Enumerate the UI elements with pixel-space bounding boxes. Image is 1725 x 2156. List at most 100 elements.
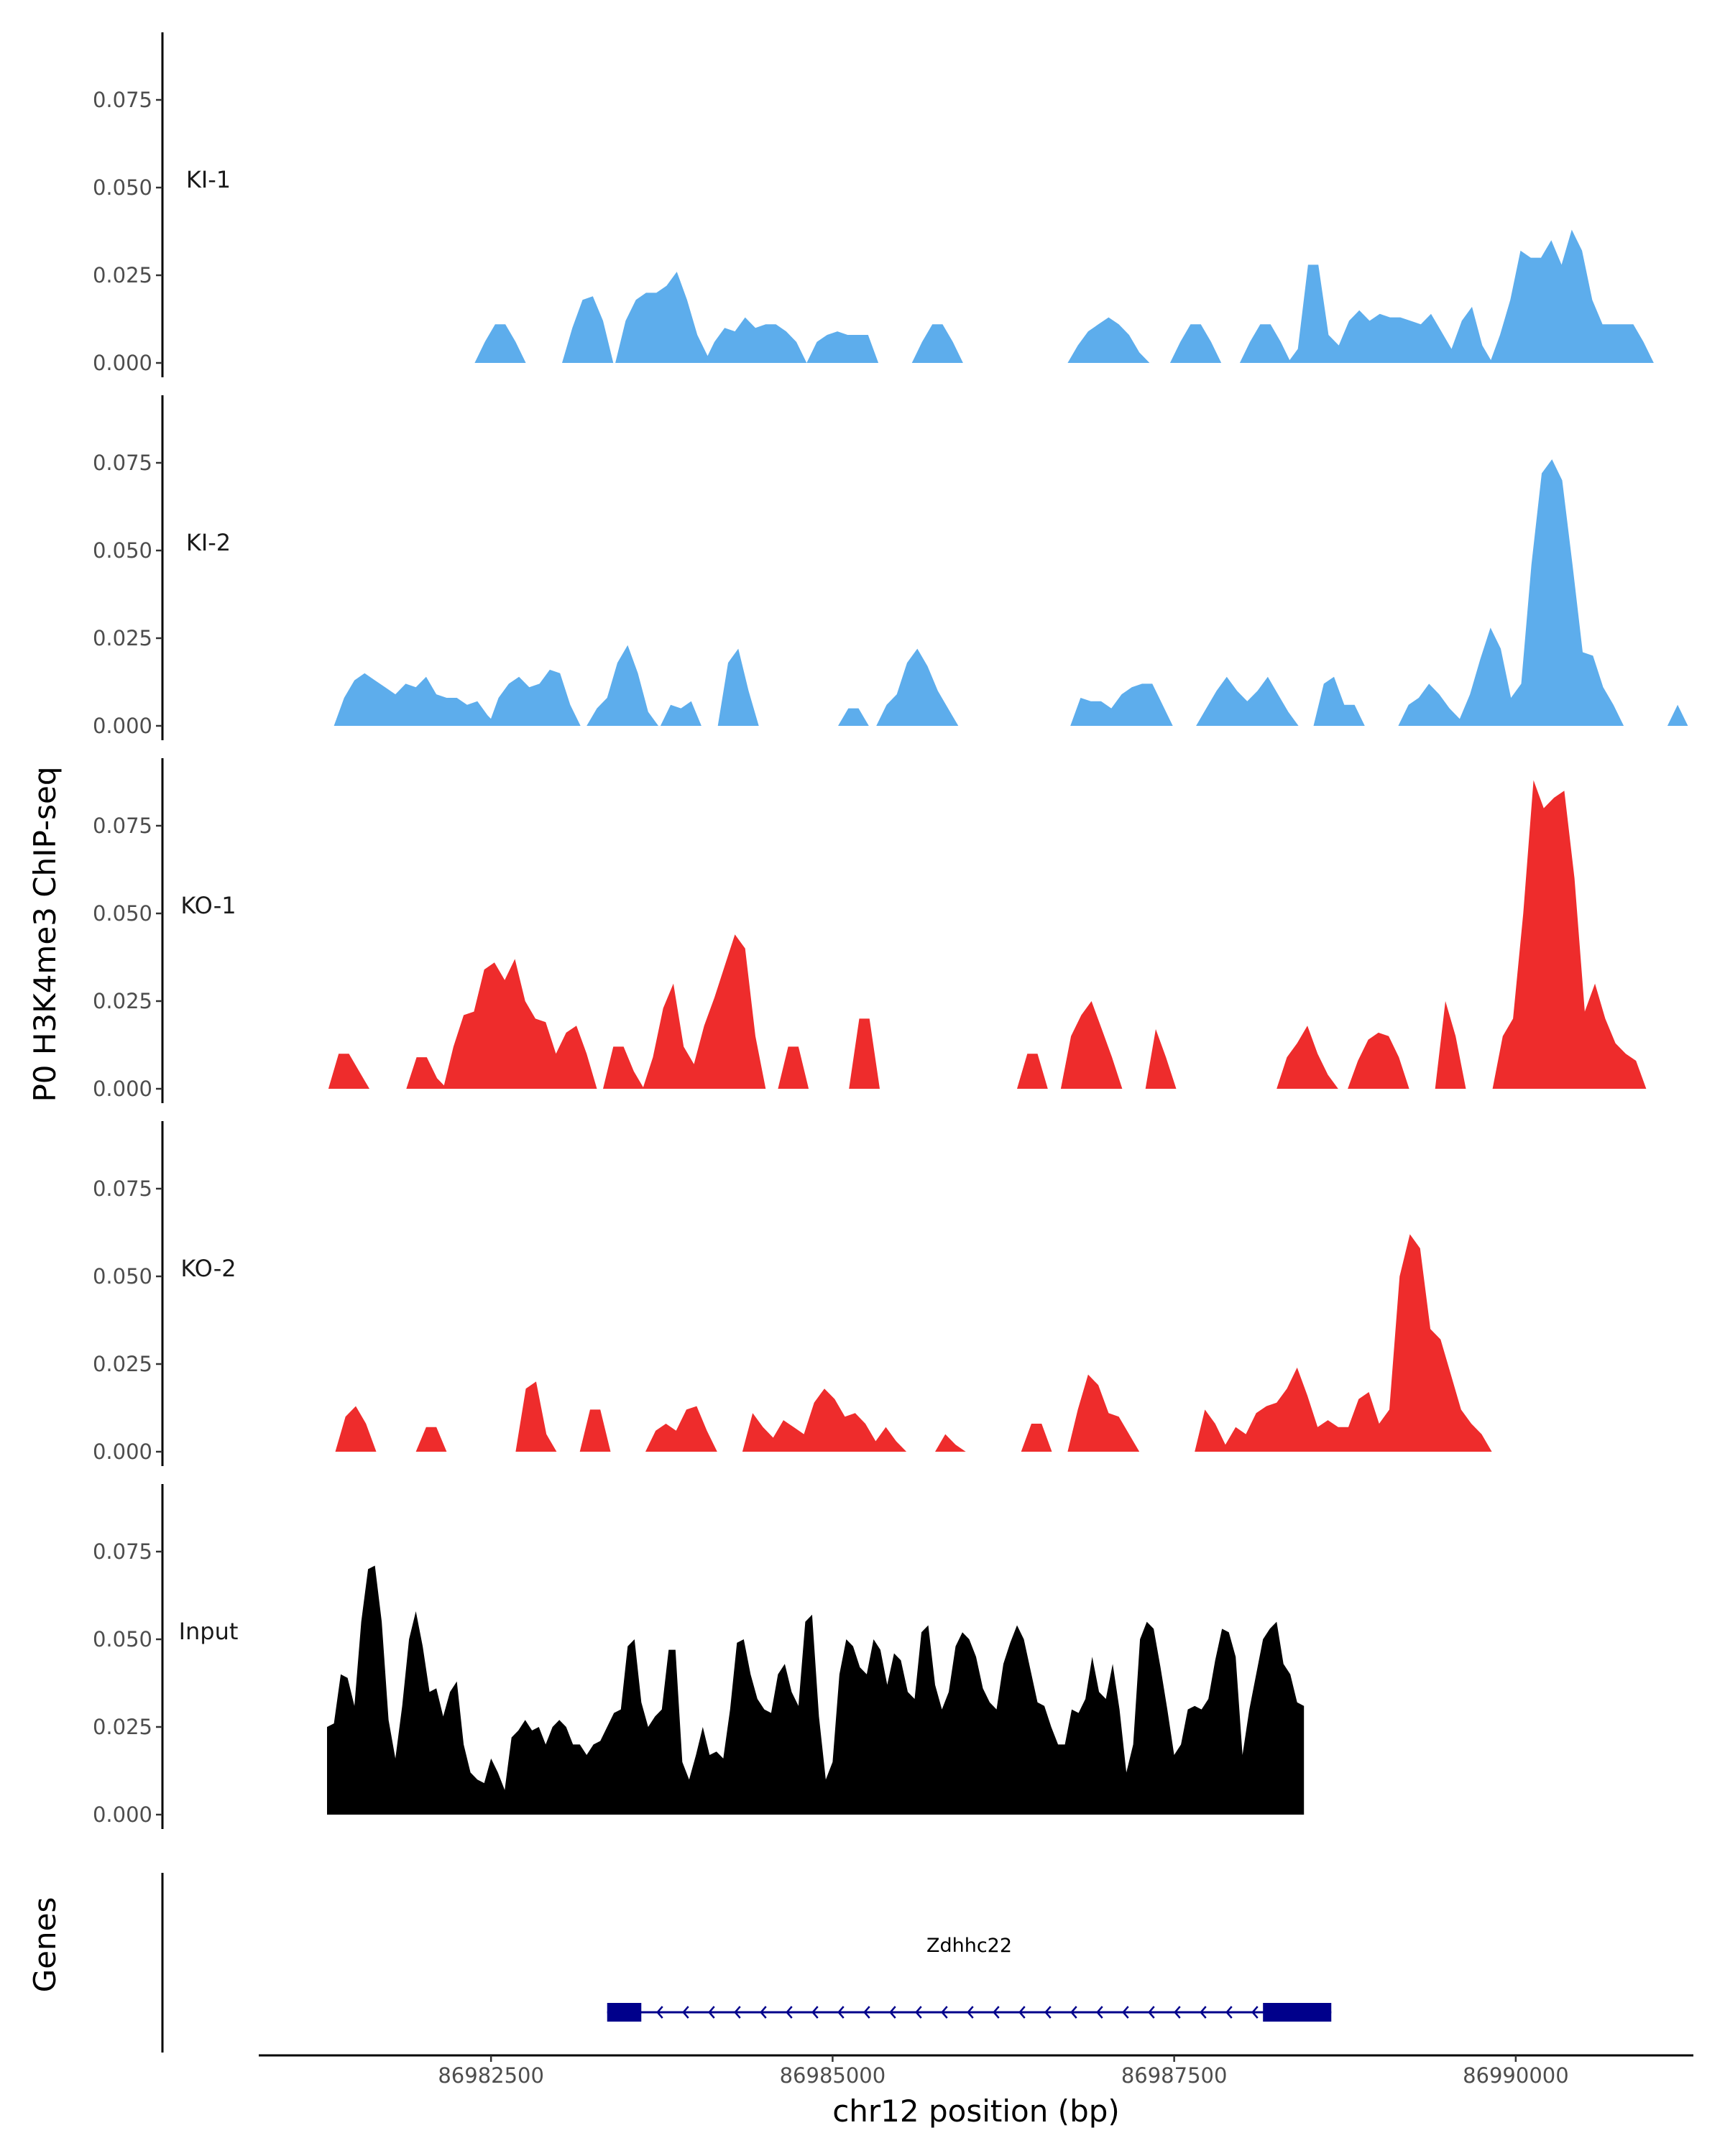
strand-arrow-marker [941,2006,948,2019]
signal-area-ko-2 [1195,1234,1492,1452]
y-tick-label: 0.025 [93,263,152,287]
strand-arrow-marker [1122,2006,1129,2019]
strand-arrow-marker [708,2006,715,2019]
strand-arrow-marker [656,2006,663,2019]
signal-area-ki-2 [586,645,658,726]
signal-area-ki-1 [1169,324,1222,363]
track-ko-2: 0.000 0.025 0.050 0.075 KO-2 [93,1121,1492,1466]
y-tick-label: 0.050 [93,175,152,200]
signal-area-ko-2 [579,1409,611,1452]
y-tick-label: 0.025 [93,626,152,650]
strand-arrow-marker [967,2006,974,2019]
signal-area-ko-2 [645,1406,717,1452]
y-axis-title: P0 H3K4me3 ChIP-seq [27,766,63,1102]
track-label-ko-2: KO-2 [180,1255,236,1282]
y-tick-label: 0.075 [93,814,152,838]
signal-area-ki-1 [1239,324,1292,363]
strand-arrow-marker [734,2006,741,2019]
y-tick-label: 0.075 [93,88,152,112]
signal-area-ki-1 [562,296,614,363]
strand-arrow-marker [863,2006,870,2019]
signal-area-ko-1 [778,1046,809,1089]
signal-area-ki-2 [876,648,959,726]
signal-area-ki-1 [911,324,963,363]
signal-area-ko-2 [335,1406,377,1452]
signal-area-ko-2 [1067,1374,1140,1452]
y-tick-label: 0.050 [93,1627,152,1651]
signal-area-ki-1 [1287,264,1493,363]
track-label-ko-1: KO-1 [180,892,236,919]
signal-area-ko-2 [1021,1424,1052,1452]
signal-area-ko-2 [935,1434,966,1452]
strand-arrow-marker [1200,2006,1207,2019]
signal-area-ki-2 [1196,676,1299,726]
strand-arrow-marker [682,2006,689,2019]
strand-arrow-marker [811,2006,819,2019]
signal-area-input [327,1565,1305,1815]
y-tick-label: 0.000 [93,351,152,375]
strand-arrow-marker [1225,2006,1233,2019]
strand-arrow-marker [1070,2006,1077,2019]
signal-area-ko-1 [643,934,766,1089]
strand-arrow-marker [915,2006,922,2019]
x-tick-label: 86985000 [780,2063,886,2088]
signal-area-ko-1 [1276,1026,1338,1089]
signal-area-ki-1 [806,331,879,363]
tracks-layer: 0.0000.0250.0500.075KI-10.0000.0250.0500… [93,32,1688,1829]
strand-arrow-marker [889,2006,896,2019]
signal-area-ko-1 [1145,1029,1177,1089]
signal-area-ko-1 [328,1054,369,1089]
y-tick-label: 0.075 [93,1176,152,1201]
track-ko-1: 0.000 0.025 0.050 0.075 KO-1 [93,758,1647,1103]
gene-track: Zdhhc22 [161,1873,1332,2053]
y-tick-label: 0.025 [93,1715,152,1739]
signal-area-ki-1 [1067,317,1150,363]
strand-arrow-marker [786,2006,793,2019]
track-label-ki-2: KI-2 [186,529,231,556]
signal-area-ko-1 [443,959,597,1089]
signal-area-ki-2 [488,669,581,726]
signal-area-ki-2 [838,708,869,726]
gene-exon [607,2003,642,2022]
y-tick-label: 0.000 [93,714,152,738]
track-ki-1: 0.000 0.025 0.050 0.075 KI-1 [93,32,1654,377]
y-tick-label: 0.075 [93,1539,152,1564]
track-label-input: Input [179,1618,239,1645]
signal-area-ko-1 [406,1057,448,1089]
y-tick-label: 0.050 [93,538,152,563]
strand-arrow-marker [1251,2006,1259,2019]
signal-area-ki-2 [1398,459,1624,726]
signal-area-ki-2 [717,648,759,726]
signal-area-ko-1 [603,1046,645,1089]
track-ki-2: 0.000 0.025 0.050 0.075 KI-2 [93,395,1688,740]
x-axis: 86982500 86985000 86987500 86990000 [259,2054,1693,2088]
signal-area-ko-1 [1017,1054,1048,1089]
x-axis-title: chr12 position (bp) [832,2093,1120,2129]
strand-arrow-marker [993,2006,1000,2019]
signal-area-ko-2 [415,1427,447,1452]
track-label-ki-1: KI-1 [186,166,231,193]
signal-area-ko-1 [849,1018,880,1089]
signal-area-ko-1 [1435,1001,1466,1089]
signal-area-ki-2 [1070,683,1173,726]
strand-arrow-marker [837,2006,845,2019]
signal-area-ko-1 [1348,1032,1409,1089]
signal-area-ki-1 [704,317,807,363]
gene-name-label: Zdhhc22 [926,1935,1012,1957]
signal-area-ki-2 [334,673,498,726]
strand-arrow-marker [1174,2006,1181,2019]
strand-arrow-marker [1018,2006,1026,2019]
signal-area-ki-2 [660,701,702,726]
genes-track-title: Genes [27,1897,63,1993]
y-tick-label: 0.000 [93,1802,152,1827]
y-tick-label: 0.050 [93,901,152,926]
x-tick-label: 86987500 [1121,2063,1228,2088]
y-tick-label: 0.000 [93,1439,152,1464]
signal-area-ko-1 [1060,1001,1123,1089]
signal-area-ki-2 [1667,704,1688,726]
y-tick-label: 0.025 [93,1352,152,1376]
x-tick-label: 86990000 [1463,2063,1569,2088]
strand-arrow-marker [760,2006,767,2019]
gene-exon [1263,2003,1332,2022]
